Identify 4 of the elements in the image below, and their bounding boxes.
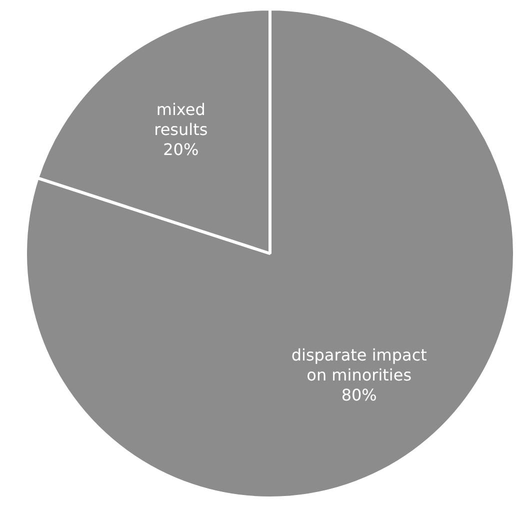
slice-label: mixed results: [154, 100, 208, 140]
data-label: 80%: [341, 385, 377, 404]
data-label: 20%: [163, 140, 199, 160]
slice-label: disparate impact on minorities: [291, 345, 427, 384]
